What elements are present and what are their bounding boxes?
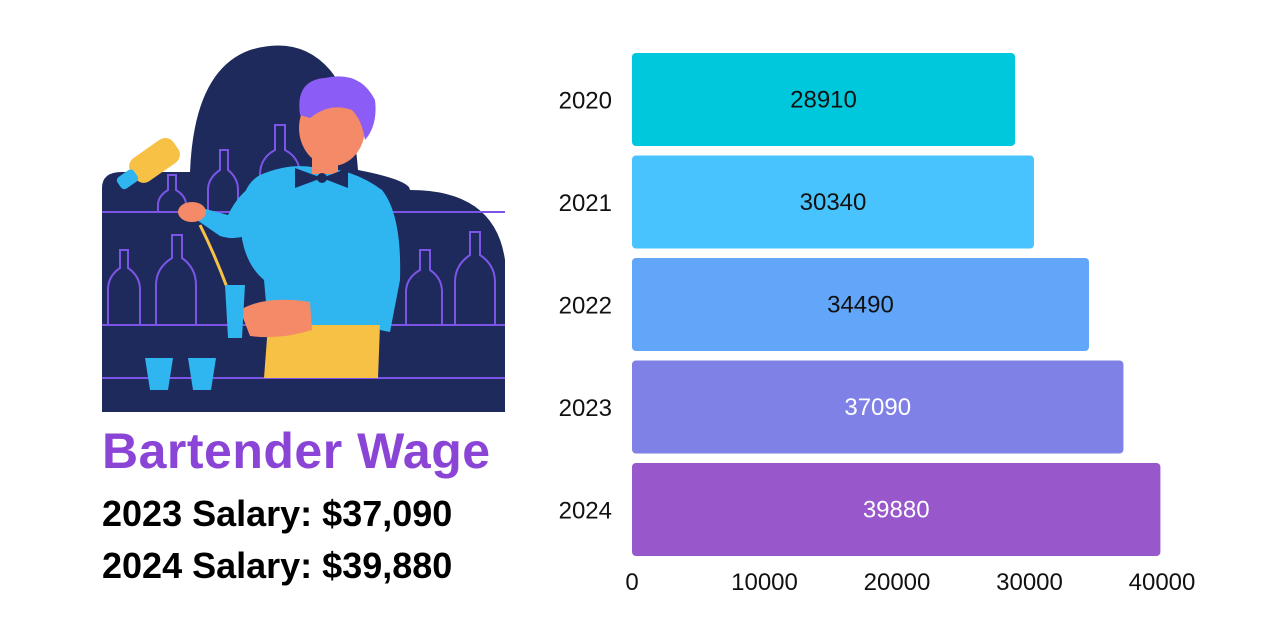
x-tick-label-0: 0	[625, 569, 638, 596]
bar-value-label-2022: 34490	[827, 292, 894, 319]
page-title: Bartender Wage	[102, 423, 491, 479]
apron	[264, 325, 380, 378]
bottle-icons	[107, 124, 496, 326]
bartender-illustration	[102, 45, 505, 412]
shot-glass-icons	[145, 358, 216, 390]
bar-value-label-2024: 39880	[863, 497, 930, 524]
bar-2021	[632, 155, 1035, 249]
salary-2023-text: 2023 Salary: $37,090	[102, 493, 453, 534]
bar-2020	[632, 53, 1016, 146]
held-glass-icon	[225, 285, 245, 338]
salary-2024-text: 2024 Salary: $39,880	[102, 545, 453, 586]
x-tick-label-10000: 10000	[731, 569, 798, 596]
shirt	[240, 166, 401, 332]
bar-2024	[632, 463, 1161, 556]
bar-value-label-2021: 30340	[800, 189, 867, 216]
category-label-2024: 2024	[559, 498, 612, 525]
bar-value-label-2023: 37090	[844, 394, 911, 421]
x-axis-tick-labels: 0 10000 20000 30000 40000	[625, 569, 1195, 596]
x-tick-label-40000: 40000	[1129, 569, 1196, 596]
category-label-2020: 2020	[559, 88, 612, 115]
hair	[299, 76, 376, 140]
x-tick-label-30000: 30000	[996, 569, 1063, 596]
bars-group: 28910 30340 34490 37090 39880	[632, 53, 1161, 556]
category-labels: 2020 2021 2022 2023 2024	[559, 88, 612, 525]
category-label-2022: 2022	[559, 293, 612, 320]
category-label-2023: 2023	[559, 395, 612, 422]
pouring-bottle-icon	[116, 137, 180, 190]
category-label-2021: 2021	[559, 190, 612, 217]
bar-2023	[632, 360, 1124, 454]
x-tick-label-20000: 20000	[864, 569, 931, 596]
bar-2022	[632, 258, 1089, 351]
bar-value-label-2020: 28910	[790, 87, 857, 114]
raised-arm	[194, 180, 272, 239]
